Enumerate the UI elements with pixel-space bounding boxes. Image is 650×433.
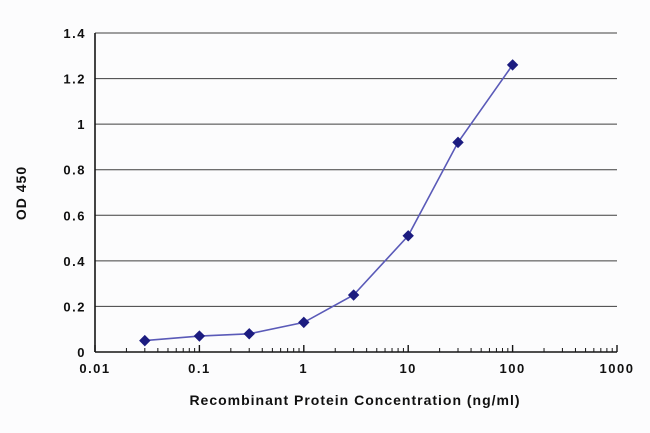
svg-text:10: 10 [399,361,416,376]
data-point-marker [452,136,464,149]
gridlines [95,32,617,307]
svg-text:1.2: 1.2 [63,72,86,87]
svg-text:1.4: 1.4 [63,26,86,41]
data-point-marker [506,59,519,71]
svg-text:1: 1 [299,361,308,376]
data-point-marker [347,289,360,301]
svg-text:0.1: 0.1 [188,361,211,376]
svg-text:0.4: 0.4 [63,254,86,269]
svg-text:0.2: 0.2 [63,299,86,314]
data-point-marker [243,328,255,340]
svg-text:1000: 1000 [600,361,635,376]
svg-text:1: 1 [77,117,86,132]
svg-text:0.6: 0.6 [63,208,86,223]
tick-marks [94,345,618,352]
svg-text:0.01: 0.01 [79,361,110,376]
data-point-marker [193,330,206,342]
svg-text:100: 100 [499,361,525,376]
axes [94,33,617,353]
tick-labels: 0 0.2 0.4 0.6 0.8 1 1.2 1.4 0.01 0.1 1 10 100 1000 [63,26,635,376]
data-point-marker [139,334,151,347]
data-point-marker [402,230,414,242]
svg-text:0: 0 [77,345,86,360]
data-series [139,59,519,347]
series-line [144,64,514,342]
data-point-marker [298,316,310,329]
svg-text:0.8: 0.8 [63,163,86,178]
